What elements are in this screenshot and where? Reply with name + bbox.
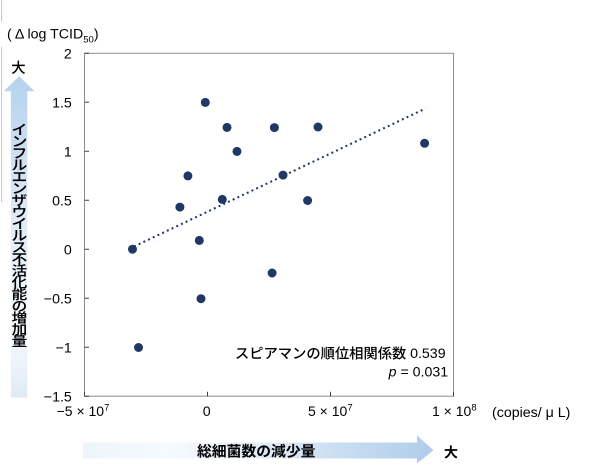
- svg-text:0.539: 0.539: [410, 346, 446, 362]
- svg-text:−5 × 107: −5 × 107: [57, 402, 110, 419]
- svg-text:(copies/ μ L): (copies/ μ L): [492, 405, 570, 421]
- svg-text:1.5: 1.5: [52, 96, 72, 112]
- svg-text:0: 0: [64, 243, 72, 259]
- svg-text:p = 0.031: p = 0.031: [388, 364, 449, 380]
- svg-text:1: 1: [64, 145, 72, 161]
- svg-text:5 × 107: 5 × 107: [308, 402, 353, 419]
- svg-text:−0.5: −0.5: [44, 292, 72, 308]
- svg-text:2: 2: [64, 47, 72, 63]
- svg-text:−1: −1: [56, 341, 72, 357]
- svg-text:0: 0: [203, 404, 211, 420]
- svg-text:0.5: 0.5: [52, 194, 72, 210]
- svg-text:−1.5: −1.5: [44, 390, 72, 406]
- svg-text:1 × 108: 1 × 108: [432, 402, 477, 419]
- svg-text:( Δ log TCID50): ( Δ log TCID50): [7, 27, 99, 46]
